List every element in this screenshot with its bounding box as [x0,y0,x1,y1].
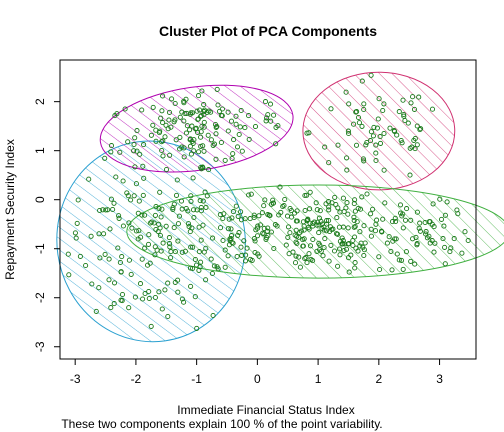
y-tick-label: 2 [33,98,47,105]
x-tick-label: 2 [375,372,382,386]
y-tick-label: 1 [33,147,47,154]
y-tick-label: -1 [33,243,47,254]
x-tick-label: 3 [436,372,443,386]
y-tick-label: 0 [33,196,47,203]
y-axis-label: Repayment Security Index [3,139,17,280]
chart-title: Cluster Plot of PCA Components [159,23,377,39]
y-tick-label: -2 [33,292,47,303]
x-tick-label: -1 [191,372,202,386]
x-tick-label: 0 [254,372,261,386]
x-tick-label: -2 [131,372,142,386]
x-tick-label: 1 [315,372,322,386]
cluster-ellipse-3 [303,72,455,190]
y-tick-label: -3 [33,341,47,352]
x-axis-label: Immediate Financial Status Index [177,403,354,417]
x-tick-label: -3 [70,372,81,386]
chart-subtitle: These two components explain 100 % of th… [61,417,382,431]
